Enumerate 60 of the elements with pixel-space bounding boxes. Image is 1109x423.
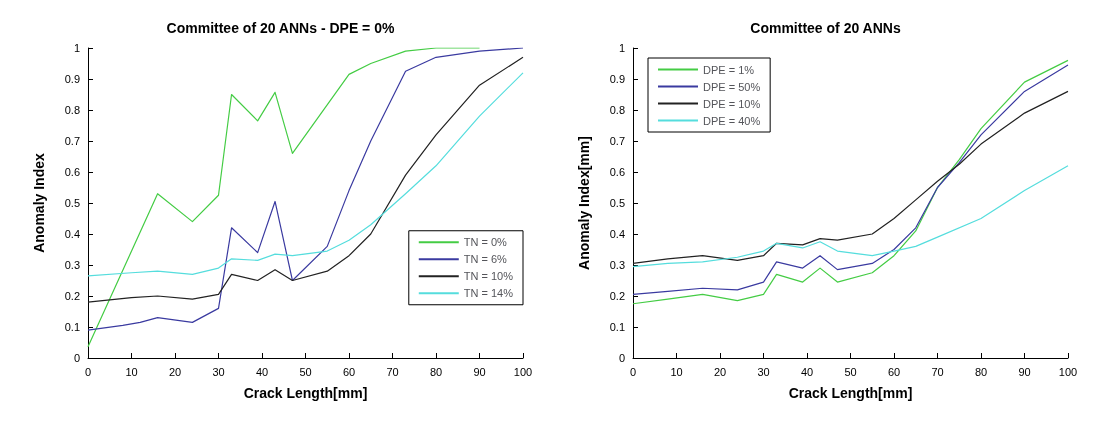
y-tick-label: 0.2 xyxy=(64,290,80,302)
legend-label: DPE = 1% xyxy=(703,63,755,76)
x-tick-label: 70 xyxy=(931,365,944,378)
x-tick-label: 0 xyxy=(84,365,92,378)
y-tick-label: 0.1 xyxy=(64,321,80,333)
x-tick-label: 40 xyxy=(800,365,814,378)
x-tick-label: 90 xyxy=(1018,365,1031,378)
x-axis-title: Crack Length[mm] xyxy=(243,385,368,401)
legend-label: TN = 0% xyxy=(463,236,508,249)
chart-title: Committee of 20 ANNs - DPE = 0% xyxy=(166,20,395,36)
x-tick-label: 60 xyxy=(887,365,901,378)
y-tick-label: 1 xyxy=(73,42,80,54)
legend-label: TN = 14% xyxy=(463,287,514,300)
y-tick-label: 0.3 xyxy=(64,259,80,271)
chart-title: Committee of 20 ANNs xyxy=(750,20,901,36)
y-tick-label: 0.5 xyxy=(609,197,625,209)
x-tick-label: 20 xyxy=(713,365,727,378)
x-tick-label: 100 xyxy=(513,365,533,378)
x-tick-label: 40 xyxy=(255,365,269,378)
line-series xyxy=(632,165,1069,268)
y-tick-label: 0.3 xyxy=(609,259,625,271)
legend-label: DPE = 10% xyxy=(703,97,761,110)
x-tick-label: 10 xyxy=(125,365,138,378)
y-tick-label: 0.4 xyxy=(64,228,80,240)
y-tick-label: 0.5 xyxy=(64,197,80,209)
y-axis-title: Anomaly Index[mm] xyxy=(576,136,592,270)
x-tick-label: 30 xyxy=(212,365,225,378)
y-tick-label: 0.9 xyxy=(64,73,80,85)
y-axis-title: Anomaly Index xyxy=(31,153,47,253)
y-tick-label: 0 xyxy=(73,352,80,364)
legend-label: TN = 6% xyxy=(463,253,508,266)
y-tick-label: 0.8 xyxy=(609,104,625,116)
x-axis-title: Crack Length[mm] xyxy=(788,385,913,401)
x-tick-label: 90 xyxy=(473,365,486,378)
x-tick-label: 80 xyxy=(974,365,988,378)
y-tick-label: 0 xyxy=(618,352,625,364)
legend-label: DPE = 40% xyxy=(703,114,761,127)
x-tick-label: 50 xyxy=(299,365,312,378)
y-tick-label: 0.2 xyxy=(609,290,625,302)
y-tick-label: 0.8 xyxy=(64,104,80,116)
y-tick-label: 0.6 xyxy=(609,166,625,178)
y-tick-label: 0.7 xyxy=(64,135,80,147)
x-tick-label: 70 xyxy=(386,365,399,378)
x-tick-label: 0 xyxy=(629,365,637,378)
x-tick-label: 20 xyxy=(168,365,182,378)
y-tick-label: 0.9 xyxy=(609,73,625,85)
line-series xyxy=(632,90,1069,265)
x-tick-label: 100 xyxy=(1058,365,1078,378)
x-tick-label: 60 xyxy=(342,365,356,378)
y-tick-label: 0.4 xyxy=(609,228,625,240)
x-tick-label: 30 xyxy=(757,365,770,378)
legend-label: TN = 10% xyxy=(463,270,514,283)
x-tick-label: 80 xyxy=(429,365,443,378)
y-tick-label: 0.7 xyxy=(609,135,625,147)
x-tick-label: 10 xyxy=(670,365,683,378)
y-tick-label: 0.6 xyxy=(64,166,80,178)
y-tick-label: 0.1 xyxy=(609,321,625,333)
legend-label: DPE = 50% xyxy=(703,80,761,93)
y-tick-label: 1 xyxy=(618,42,625,54)
x-tick-label: 50 xyxy=(844,365,857,378)
